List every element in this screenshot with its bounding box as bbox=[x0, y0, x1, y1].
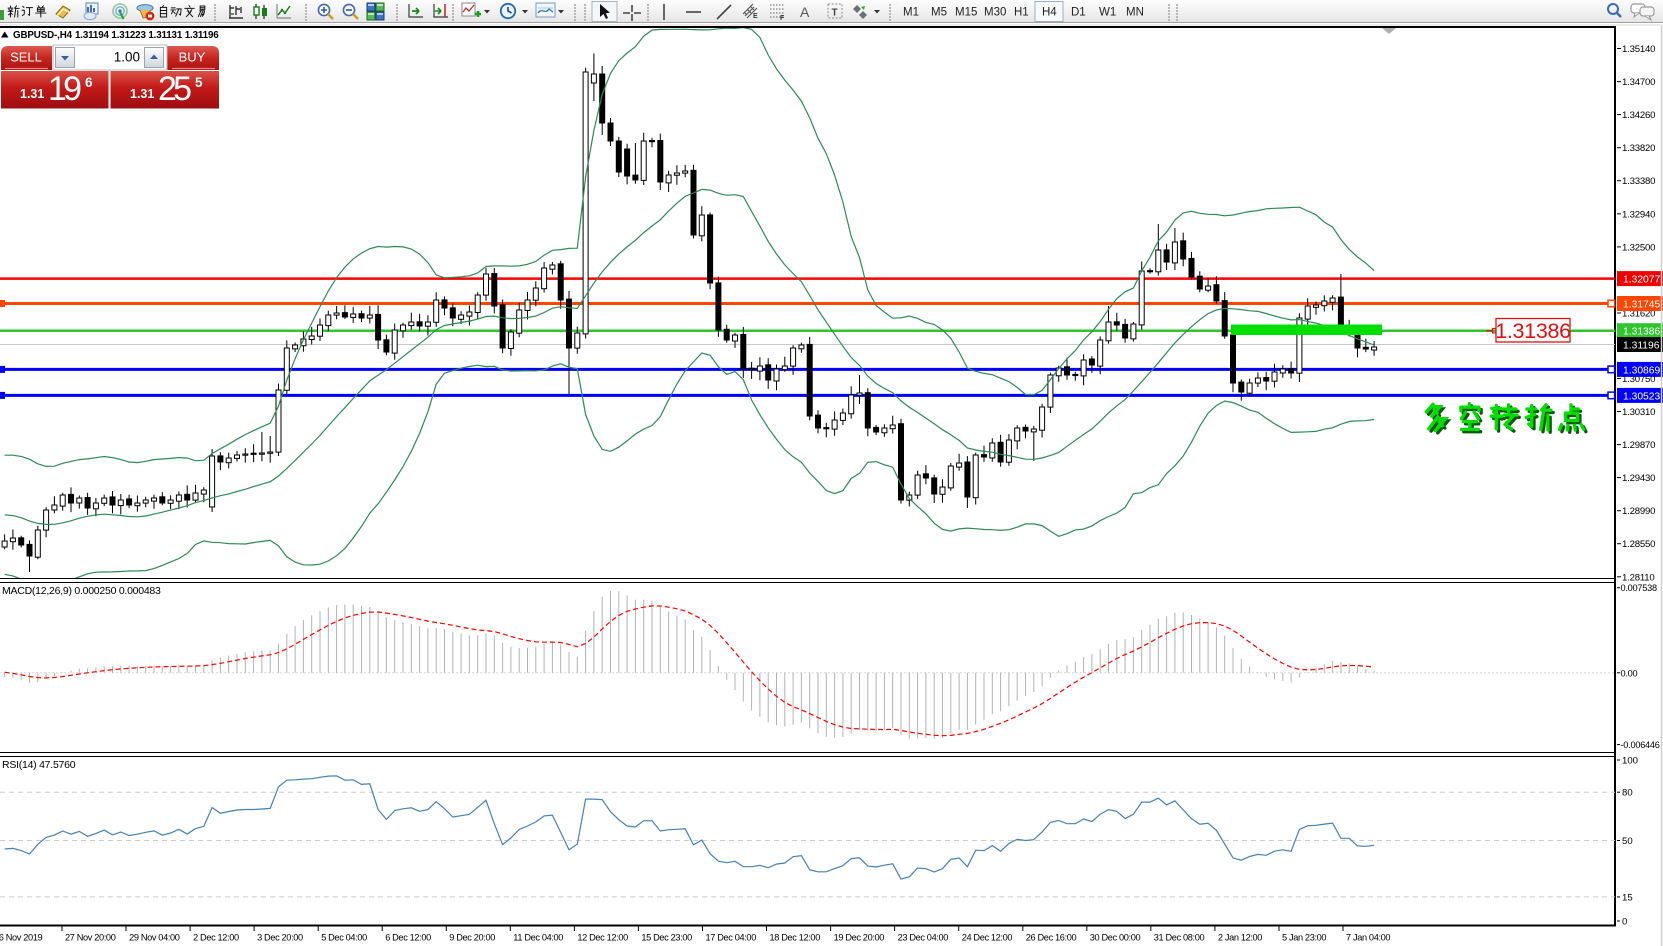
svg-text:15: 15 bbox=[1622, 892, 1633, 903]
svg-text:-0.006446: -0.006446 bbox=[1621, 740, 1660, 750]
svg-text:1.31194 1.31223 1.31131 1.3119: 1.31194 1.31223 1.31131 1.31196 bbox=[75, 30, 219, 41]
svg-text:1.00: 1.00 bbox=[114, 50, 140, 65]
svg-text:1.30523: 1.30523 bbox=[1623, 391, 1660, 402]
svg-text:MN: MN bbox=[1126, 7, 1144, 19]
svg-text:11 Dec 04:00: 11 Dec 04:00 bbox=[513, 933, 563, 943]
svg-text:M30: M30 bbox=[984, 7, 1006, 19]
svg-text:0: 0 bbox=[1622, 917, 1627, 928]
svg-text:1.31386: 1.31386 bbox=[1495, 319, 1571, 343]
svg-text:BUY: BUY bbox=[179, 50, 206, 65]
svg-text:1.33820: 1.33820 bbox=[1622, 143, 1655, 154]
svg-text:24 Dec 12:00: 24 Dec 12:00 bbox=[962, 933, 1013, 943]
svg-text:W1: W1 bbox=[1099, 7, 1116, 19]
svg-text:1.29870: 1.29870 bbox=[1622, 440, 1655, 451]
svg-text:M1: M1 bbox=[903, 7, 919, 19]
svg-text:1.31386: 1.31386 bbox=[1623, 327, 1660, 338]
svg-text:E: E bbox=[753, 13, 758, 20]
svg-text:2 Dec 12:00: 2 Dec 12:00 bbox=[193, 933, 239, 943]
svg-text:1.28110: 1.28110 bbox=[1622, 572, 1655, 583]
svg-text:5: 5 bbox=[195, 75, 203, 90]
svg-text:1.31: 1.31 bbox=[130, 87, 154, 101]
svg-text:50: 50 bbox=[1622, 836, 1633, 847]
svg-text:M5: M5 bbox=[931, 7, 947, 19]
svg-text:12 Dec 12:00: 12 Dec 12:00 bbox=[577, 933, 628, 943]
svg-text:6 Dec 12:00: 6 Dec 12:00 bbox=[385, 933, 431, 943]
svg-text:D1: D1 bbox=[1071, 7, 1086, 19]
svg-text:SELL: SELL bbox=[10, 50, 42, 65]
svg-text:MACD(12,26,9) 0.000250 0.00048: MACD(12,26,9) 0.000250 0.000483 bbox=[2, 585, 161, 597]
svg-text:100: 100 bbox=[1622, 756, 1638, 767]
svg-text:1.30869: 1.30869 bbox=[1623, 365, 1660, 376]
svg-text:3 Dec 20:00: 3 Dec 20:00 bbox=[257, 933, 303, 943]
svg-text:GBPUSD-,H4: GBPUSD-,H4 bbox=[13, 30, 73, 41]
svg-text:1.32940: 1.32940 bbox=[1622, 209, 1655, 220]
svg-text:1.28550: 1.28550 bbox=[1622, 539, 1655, 550]
svg-text:1.29430: 1.29430 bbox=[1622, 473, 1655, 484]
svg-text:27 Nov 20:00: 27 Nov 20:00 bbox=[65, 933, 116, 943]
svg-text:19: 19 bbox=[48, 70, 82, 108]
svg-text:1.31745: 1.31745 bbox=[1623, 300, 1660, 311]
svg-text:1.33380: 1.33380 bbox=[1622, 176, 1655, 187]
svg-text:23 Dec 04:00: 23 Dec 04:00 bbox=[898, 933, 949, 943]
svg-text:RSI(14) 47.5760: RSI(14) 47.5760 bbox=[2, 759, 76, 771]
svg-text:1.30750: 1.30750 bbox=[1622, 374, 1655, 385]
svg-text:1.34260: 1.34260 bbox=[1622, 110, 1655, 121]
svg-text:7 Jan 04:00: 7 Jan 04:00 bbox=[1346, 933, 1390, 943]
svg-text:19 Dec 20:00: 19 Dec 20:00 bbox=[834, 933, 885, 943]
svg-text:15 Dec 23:00: 15 Dec 23:00 bbox=[641, 933, 692, 943]
svg-text:A: A bbox=[800, 4, 810, 20]
svg-text:18 Dec 12:00: 18 Dec 12:00 bbox=[770, 933, 821, 943]
svg-text:1.31620: 1.31620 bbox=[1622, 309, 1655, 320]
svg-text:1.34700: 1.34700 bbox=[1622, 77, 1655, 88]
svg-text:31 Dec 08:00: 31 Dec 08:00 bbox=[1154, 933, 1205, 943]
svg-text:9 Dec 20:00: 9 Dec 20:00 bbox=[449, 933, 495, 943]
svg-text:5 Jan 23:00: 5 Jan 23:00 bbox=[1282, 933, 1326, 943]
svg-text:1.31: 1.31 bbox=[20, 87, 44, 101]
svg-text:1.28990: 1.28990 bbox=[1622, 506, 1655, 517]
svg-text:H1: H1 bbox=[1014, 7, 1029, 19]
svg-text:17 Dec 04:00: 17 Dec 04:00 bbox=[706, 933, 757, 943]
svg-text:H4: H4 bbox=[1042, 7, 1057, 19]
svg-text:1.32077: 1.32077 bbox=[1623, 275, 1660, 286]
svg-text:6: 6 bbox=[85, 75, 93, 90]
svg-text:80: 80 bbox=[1622, 788, 1633, 799]
svg-text:26 Nov 2019: 26 Nov 2019 bbox=[0, 933, 42, 943]
svg-text:25: 25 bbox=[158, 70, 192, 108]
svg-text:1.31196: 1.31196 bbox=[1623, 341, 1660, 352]
svg-text:2 Jan 12:00: 2 Jan 12:00 bbox=[1218, 933, 1262, 943]
svg-text:M15: M15 bbox=[955, 7, 977, 19]
svg-text:26 Dec 16:00: 26 Dec 16:00 bbox=[1026, 933, 1077, 943]
svg-text:F: F bbox=[780, 15, 785, 22]
svg-text:1.35140: 1.35140 bbox=[1622, 44, 1655, 55]
svg-text:29 Nov 04:00: 29 Nov 04:00 bbox=[129, 933, 180, 943]
svg-text:0.00: 0.00 bbox=[1621, 668, 1638, 678]
svg-text:1.30310: 1.30310 bbox=[1622, 407, 1655, 418]
svg-text:T: T bbox=[832, 8, 838, 19]
svg-text:1.32500: 1.32500 bbox=[1622, 242, 1655, 253]
svg-text:0.007538: 0.007538 bbox=[1621, 583, 1657, 593]
svg-text:30 Dec 00:00: 30 Dec 00:00 bbox=[1090, 933, 1141, 943]
svg-text:5 Dec 04:00: 5 Dec 04:00 bbox=[321, 933, 367, 943]
